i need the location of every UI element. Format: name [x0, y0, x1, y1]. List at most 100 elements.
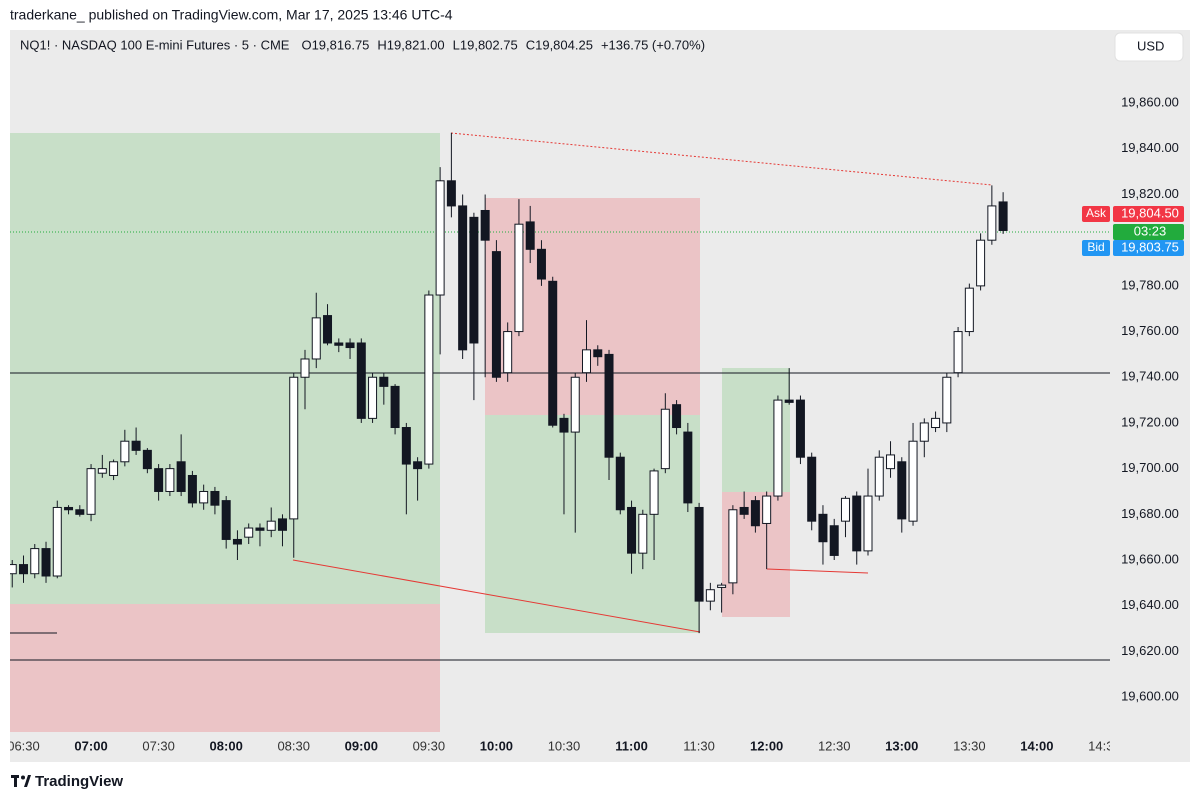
ohlc-value: +136.75 (+0.70%) [601, 37, 705, 52]
candle-body [683, 431, 693, 504]
x-tick-label: 13:30 [953, 738, 986, 753]
candle-body [435, 180, 445, 296]
candle-body [976, 239, 986, 287]
x-tick-label: 12:00 [750, 738, 783, 753]
candle-body [199, 490, 209, 504]
candle-body [334, 342, 344, 346]
candle-body [401, 427, 411, 465]
candle-body [919, 422, 929, 442]
y-tick-label: 19,820.00 [1121, 186, 1179, 201]
y-tick-label: 19,680.00 [1121, 506, 1179, 521]
candle-body [931, 417, 941, 429]
candles [10, 132, 1008, 634]
brand-logo: TradingView [11, 773, 123, 790]
x-tick-label: 08:00 [210, 738, 243, 753]
x-tick-label: 11:00 [615, 738, 648, 753]
candle-body [728, 509, 738, 584]
y-tick-label: 19,840.00 [1121, 140, 1179, 155]
candle-body [75, 509, 85, 515]
candle-body [582, 349, 591, 374]
candle-body [503, 331, 513, 374]
candle-body [694, 506, 704, 602]
candle-body [469, 216, 479, 344]
tag-box [1113, 206, 1184, 222]
y-tick-label: 19,600.00 [1121, 689, 1179, 704]
candle-body [131, 440, 141, 451]
candle-body [424, 294, 434, 465]
candle-body [41, 548, 51, 577]
trend-line [292, 559, 701, 633]
candle-body [244, 527, 254, 538]
ohlc-value: O19,816.75 [301, 37, 369, 52]
publish-title: traderkane_ published on TradingView.com… [10, 7, 453, 23]
candle-body [615, 456, 625, 511]
candle-body [86, 468, 96, 515]
candle-body [559, 417, 569, 433]
candle-body [638, 513, 648, 554]
y-tick-label: 19,780.00 [1121, 277, 1179, 292]
x-tick-label: 09:00 [345, 738, 378, 753]
candle-body [660, 408, 670, 470]
candle-body [818, 513, 828, 543]
candle-body [368, 376, 378, 419]
x-tick-label: 07:30 [142, 738, 175, 753]
x-tick-label: 10:00 [480, 738, 513, 753]
candle-body [300, 358, 310, 378]
trend-line [766, 568, 869, 574]
candle-body [109, 461, 119, 476]
candle-body [120, 440, 130, 463]
candle-body [19, 564, 28, 575]
candle-body [705, 589, 715, 602]
tag-name-box [1082, 206, 1110, 222]
symbol: NQ1! · NASDAQ 100 E-mini Futures · 5 · C… [20, 37, 290, 52]
candle-body [323, 315, 333, 344]
candle-body [390, 385, 400, 429]
candle-body [64, 506, 74, 511]
x-tick-label: 13:00 [885, 738, 918, 753]
candle-body [345, 342, 355, 349]
tag-box [1113, 224, 1184, 240]
y-tick-label: 19,660.00 [1121, 551, 1179, 566]
x-tick-label: 06:30 [7, 738, 40, 753]
candle-body [908, 440, 918, 522]
candle-body [886, 454, 896, 470]
candle-body [446, 180, 456, 207]
candle-body [649, 470, 659, 515]
candle-body [784, 399, 794, 403]
x-tick-label: 10:30 [548, 738, 581, 753]
candle-body [187, 474, 197, 504]
candle-body [762, 495, 772, 524]
candle-body [739, 506, 749, 515]
candle-body [255, 527, 265, 531]
x-tick-label: 07:00 [74, 738, 107, 753]
candle-body [356, 342, 366, 419]
candle-body [165, 468, 175, 492]
candle-body [232, 538, 242, 545]
candle-body [795, 399, 805, 458]
y-tick-label: 19,740.00 [1121, 369, 1179, 384]
candle-body [987, 205, 997, 241]
x-tick-label: 12:30 [818, 738, 851, 753]
tag-name: Bid [1087, 240, 1104, 254]
candle-body [717, 584, 727, 588]
candle-body [289, 376, 299, 520]
price-axis: 19,600.00 19,620.00 19,640.00 19,660.00 19,6… [1121, 95, 1179, 704]
candle-body [379, 376, 389, 387]
tag-value: 19,803.75 [1121, 239, 1179, 254]
candle-body [672, 404, 682, 429]
currency-button[interactable] [1114, 32, 1184, 62]
candle-body [277, 518, 287, 531]
candle-body [863, 495, 873, 552]
candle-body [840, 497, 850, 522]
candle-body [874, 456, 884, 497]
y-tick-label: 19,760.00 [1121, 323, 1179, 338]
candle-body [491, 251, 501, 378]
candle-body [627, 506, 637, 554]
y-tick-label: 19,700.00 [1121, 460, 1179, 475]
x-tick-label: 14:00 [1020, 738, 1053, 753]
currency[interactable]: USD [1137, 38, 1164, 53]
trend-line [450, 132, 993, 186]
candle-body [221, 500, 231, 540]
